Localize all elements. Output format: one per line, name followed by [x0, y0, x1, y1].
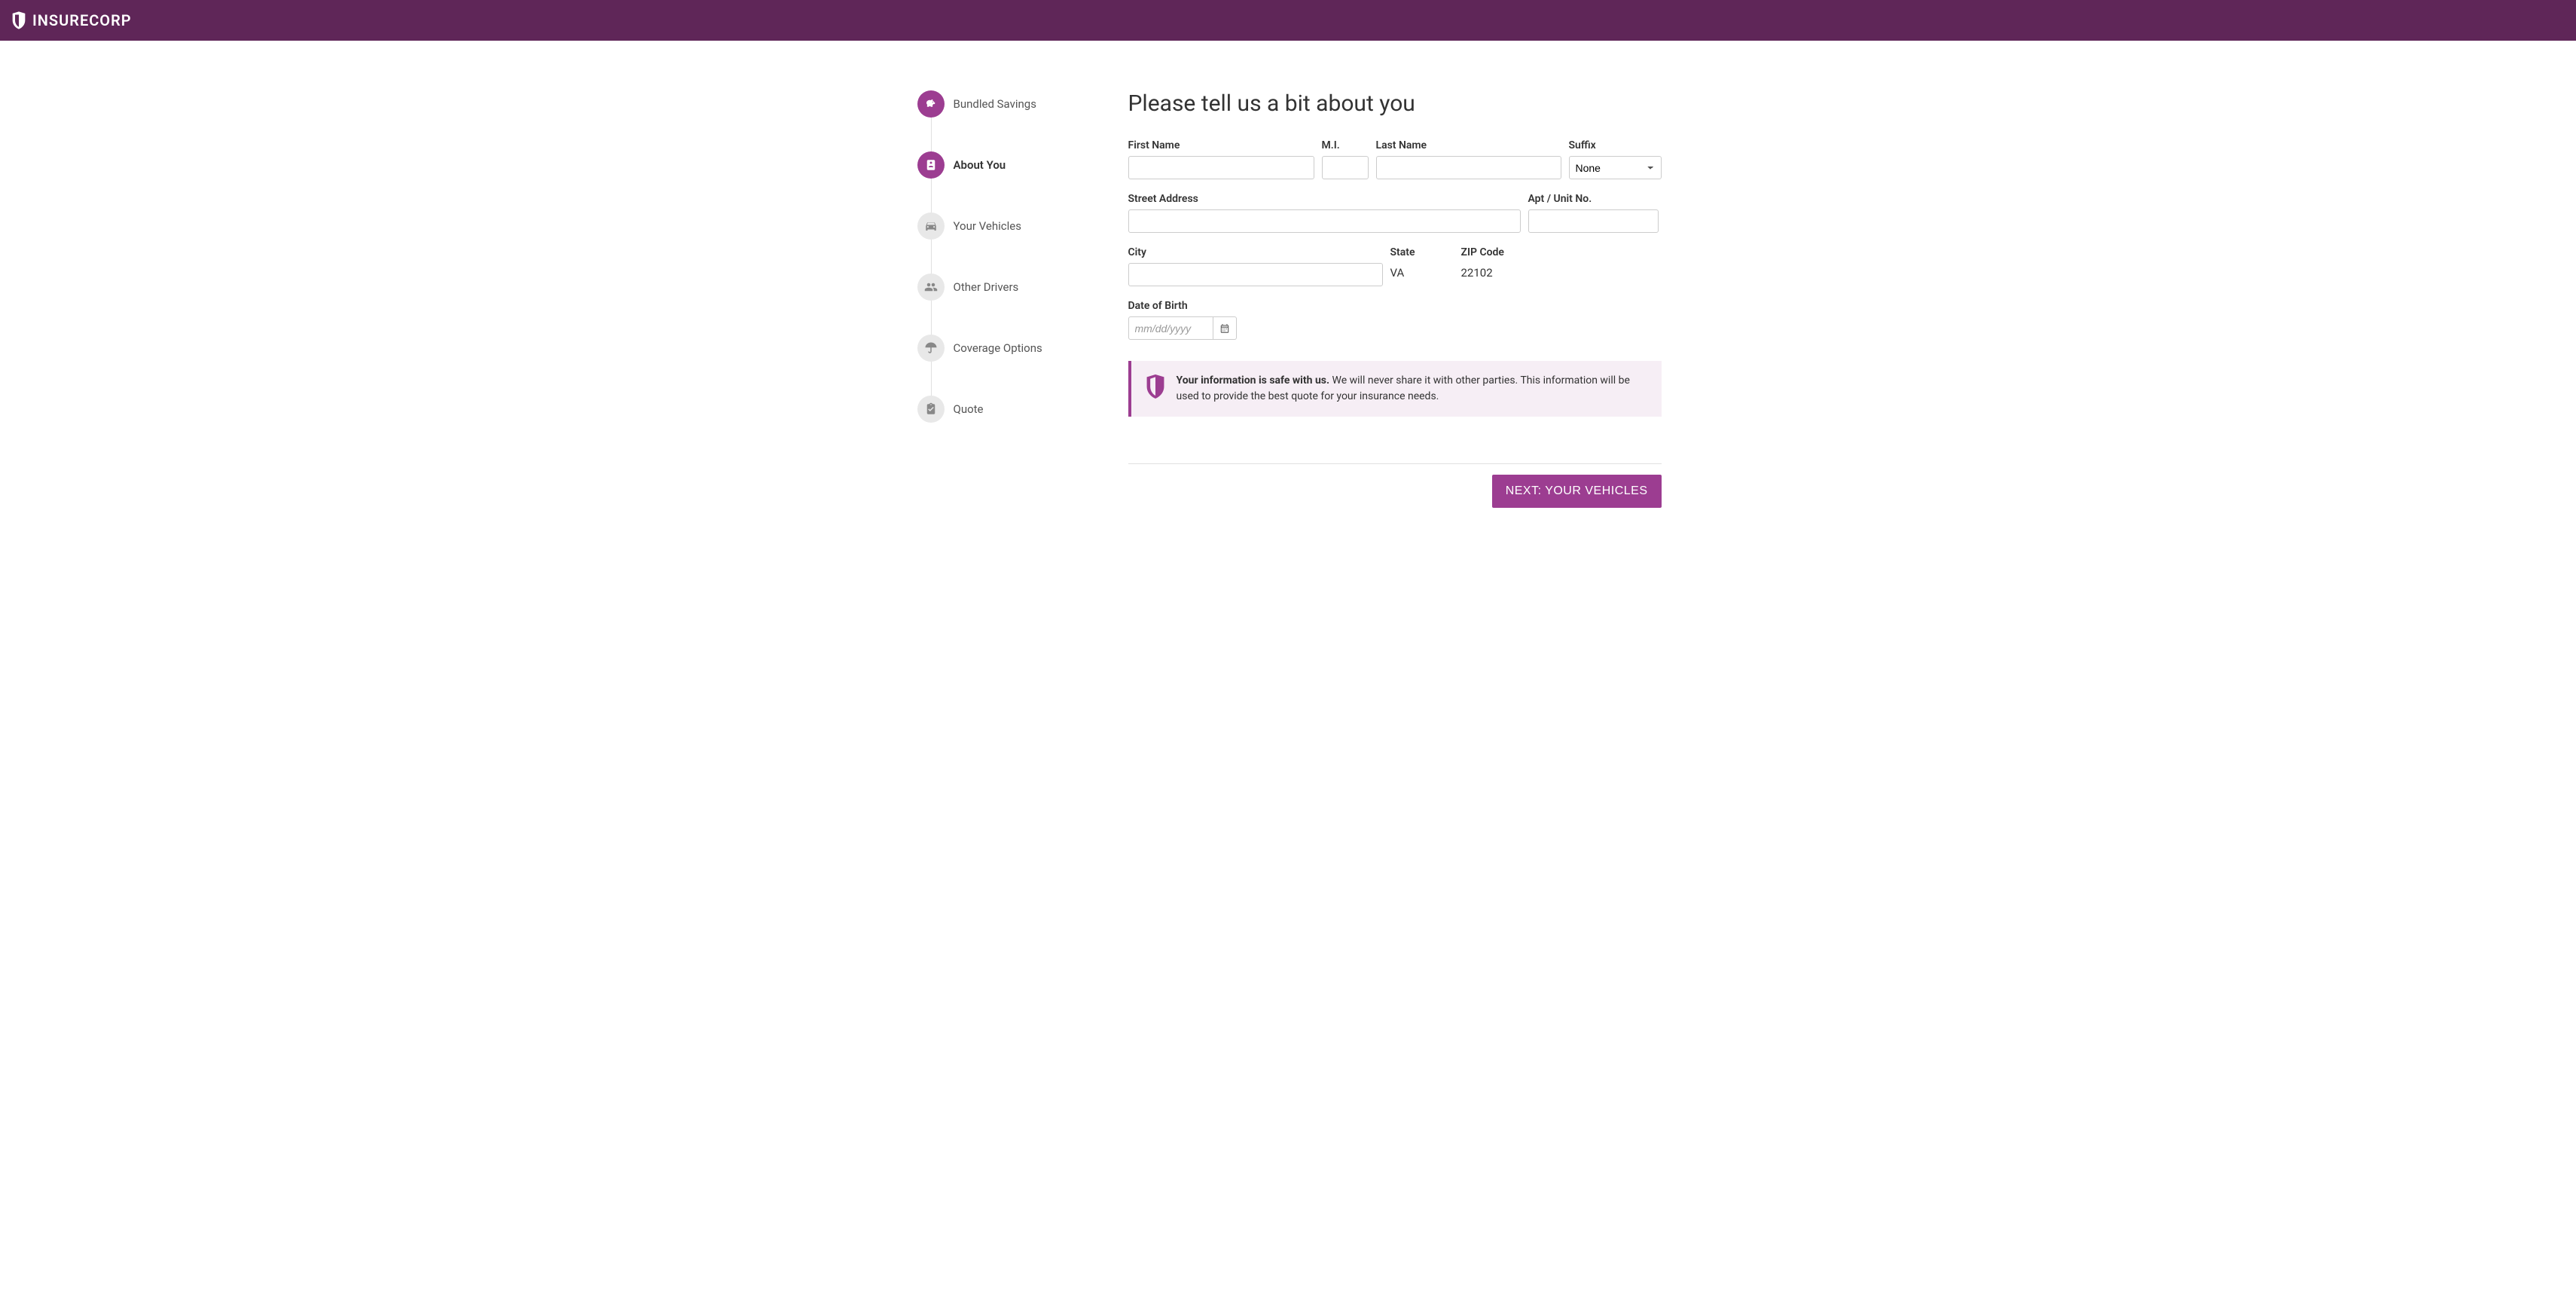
dob-input[interactable]	[1128, 316, 1213, 340]
calendar-button[interactable]	[1213, 316, 1237, 340]
main-content: Please tell us a bit about you First Nam…	[1128, 90, 1662, 538]
step-label: Bundled Savings	[954, 97, 1036, 111]
zip-label: ZIP Code	[1461, 246, 1537, 258]
callout-text: Your information is safe with us. We wil…	[1177, 373, 1648, 405]
first-name-label: First Name	[1128, 139, 1314, 151]
apt-label: Apt / Unit No.	[1528, 193, 1659, 205]
step-label: Coverage Options	[954, 341, 1042, 355]
page-title: Please tell us a bit about you	[1128, 90, 1662, 117]
state-label: State	[1390, 246, 1454, 258]
safety-callout: Your information is safe with us. We wil…	[1128, 361, 1662, 417]
calendar-icon	[1219, 323, 1230, 334]
step-your-vehicles[interactable]: Your Vehicles	[917, 212, 1113, 240]
state-value: VA	[1390, 263, 1454, 280]
brand-logo[interactable]: INSURECORP	[11, 11, 132, 29]
users-icon	[917, 274, 945, 301]
zip-value: 22102	[1461, 263, 1537, 280]
city-label: City	[1128, 246, 1383, 258]
mi-input[interactable]	[1322, 156, 1369, 179]
suffix-label: Suffix	[1569, 139, 1662, 151]
dob-label: Date of Birth	[1128, 300, 1237, 312]
id-card-icon	[917, 151, 945, 179]
wizard-sidebar: Bundled Savings About You Your Vehicles …	[917, 90, 1113, 538]
next-button[interactable]: NEXT: YOUR VEHICLES	[1492, 475, 1662, 508]
last-name-input[interactable]	[1376, 156, 1561, 179]
car-icon	[917, 212, 945, 240]
mi-label: M.I.	[1322, 139, 1369, 151]
step-quote[interactable]: Quote	[917, 396, 1113, 423]
city-input[interactable]	[1128, 263, 1383, 286]
shield-icon	[1145, 374, 1166, 399]
step-label: Quote	[954, 402, 984, 416]
step-about-you[interactable]: About You	[917, 151, 1113, 179]
umbrella-icon	[917, 335, 945, 362]
step-coverage-options[interactable]: Coverage Options	[917, 335, 1113, 362]
first-name-input[interactable]	[1128, 156, 1314, 179]
last-name-label: Last Name	[1376, 139, 1561, 151]
step-label: Other Drivers	[954, 280, 1019, 294]
step-label: About You	[954, 158, 1006, 172]
shield-icon	[11, 11, 26, 29]
street-input[interactable]	[1128, 209, 1521, 233]
piggy-bank-icon	[917, 90, 945, 118]
step-bundled-savings[interactable]: Bundled Savings	[917, 90, 1113, 118]
divider	[1128, 463, 1662, 464]
clipboard-check-icon	[917, 396, 945, 423]
step-label: Your Vehicles	[954, 219, 1021, 233]
brand-name: INSURECORP	[32, 11, 132, 29]
suffix-select[interactable]: None	[1569, 156, 1662, 179]
step-other-drivers[interactable]: Other Drivers	[917, 274, 1113, 301]
street-label: Street Address	[1128, 193, 1521, 205]
app-header: INSURECORP	[0, 0, 2576, 41]
apt-input[interactable]	[1528, 209, 1659, 233]
